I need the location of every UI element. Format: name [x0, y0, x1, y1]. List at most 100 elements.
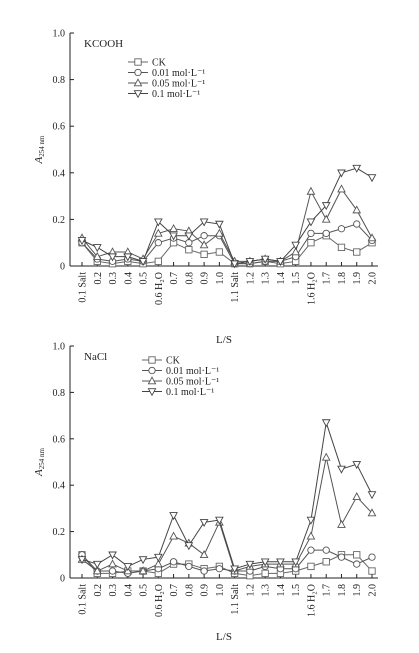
data-point [154, 257, 162, 265]
data-point [321, 452, 331, 461]
data-point [184, 542, 194, 551]
x-tick-label: 0.6 H₂O [154, 584, 165, 617]
data-point [367, 508, 377, 517]
data-point [215, 220, 224, 229]
legend-item: 0.01 mol·L⁻¹ [142, 366, 219, 377]
legend-marker [134, 68, 142, 77]
data-point [184, 232, 194, 241]
panel-label: NaCl [84, 351, 107, 363]
data-point [337, 519, 346, 528]
legend-marker [133, 78, 143, 87]
x-tick-label: 0.9 [200, 584, 211, 597]
x-tick-label: 2.0 [368, 272, 379, 285]
x-tick-label: 1.4 [276, 584, 287, 597]
legend-item: 0.05 mol·L⁻¹ [142, 376, 219, 388]
x-tick-label: 0.4 [123, 272, 134, 285]
data-point [368, 567, 376, 575]
data-point [322, 558, 330, 566]
data-point [153, 559, 163, 568]
x-tick-label: 1.3 [261, 584, 272, 597]
legend-label: 0.01 mol·L⁻¹ [166, 366, 219, 377]
data-point [169, 558, 178, 566]
data-point [77, 237, 87, 246]
x-tick-label: 0.3 [108, 272, 119, 285]
chart-panel-2: 0 0.2 0.4 0.6 0.8 1.0 0.1 Salt 0.2 0.3 0.4 0.5 0.6 … [33, 342, 379, 644]
x-tick-label: 1.6 H₂O [306, 584, 317, 617]
data-point [199, 218, 209, 227]
legend-marker [134, 58, 142, 66]
data-point [368, 553, 376, 561]
y-tick-label: 0.2 [53, 527, 66, 538]
series-1 [78, 551, 376, 580]
x-tick-label: 1.8 [337, 584, 348, 597]
x-tick-label: 1.2 [245, 272, 256, 285]
series-line [81, 167, 373, 265]
legend-label: 0.1 mol·L⁻¹ [152, 89, 200, 100]
y-axis-title: A254 nm [33, 135, 46, 164]
data-point [123, 253, 133, 262]
y-axis-title-main: A [33, 156, 45, 164]
series-4 [77, 164, 377, 269]
y-tick-label: 0.8 [53, 388, 66, 399]
data-point [352, 205, 362, 214]
data-point [367, 233, 377, 242]
data-point [337, 465, 346, 474]
y-tick-label: 0.4 [53, 168, 66, 179]
data-point [199, 550, 209, 559]
data-point [138, 566, 148, 575]
data-point [261, 569, 269, 578]
data-point [169, 223, 178, 232]
legend-marker [147, 376, 157, 385]
data-point [307, 562, 315, 571]
data-point [291, 241, 301, 250]
data-point [367, 174, 377, 183]
data-point [352, 492, 362, 501]
chart-panel-1: 0 0.2 0.4 0.6 0.8 1.0 0.1 Salt 0.2 0.3 0.4 0.5 0.6 … [33, 29, 379, 347]
data-point [108, 253, 117, 262]
x-axis-title: L/S [216, 334, 232, 346]
x-tick-label: 1.3 [261, 272, 272, 285]
data-point [77, 556, 87, 565]
y-tick-label: 0.8 [53, 75, 66, 86]
data-point [337, 184, 346, 193]
x-tick-label: 1.9 [352, 584, 363, 597]
legend-item: 0.1 mol·L⁻¹ [142, 387, 214, 398]
data-point [153, 218, 163, 227]
data-point [276, 258, 285, 267]
x-tick-label: 1.1 Salt [230, 272, 241, 303]
data-point [260, 558, 270, 567]
legend-label: 0.05 mol·L⁻¹ [152, 79, 205, 90]
data-point [322, 229, 330, 238]
data-point [291, 247, 301, 256]
legend-marker [148, 356, 156, 364]
data-point [321, 202, 331, 211]
x-tick-label: 0.5 [139, 272, 150, 285]
panel-label: KCOOH [84, 38, 123, 50]
data-point [307, 239, 315, 247]
y-tick-label: 0.2 [53, 215, 66, 226]
data-point [153, 228, 163, 237]
data-point [169, 512, 178, 521]
data-point [92, 251, 102, 260]
y-axis-title: A254 nm [33, 447, 46, 476]
x-tick-label: 0.9 [200, 272, 211, 285]
x-tick-label: 1.5 [291, 272, 302, 285]
data-point [337, 553, 346, 561]
data-point [352, 164, 362, 173]
x-tick-label: 1.4 [276, 272, 287, 285]
data-point [337, 169, 346, 178]
legend-item: 0.1 mol·L⁻¹ [128, 89, 200, 100]
x-tick-label: 1.7 [322, 584, 333, 597]
data-point [108, 567, 117, 575]
x-tick-label: 0.8 [184, 272, 195, 285]
data-point [353, 551, 361, 559]
data-point [154, 239, 162, 247]
data-point [321, 419, 331, 428]
data-point [199, 240, 209, 249]
x-tick-label: 2.0 [368, 584, 379, 597]
data-point [245, 258, 255, 267]
x-tick-label: 0.8 [184, 584, 195, 597]
legend-label: 0.01 mol·L⁻¹ [152, 68, 205, 79]
y-axis-title-sub: 254 nm [38, 135, 46, 157]
